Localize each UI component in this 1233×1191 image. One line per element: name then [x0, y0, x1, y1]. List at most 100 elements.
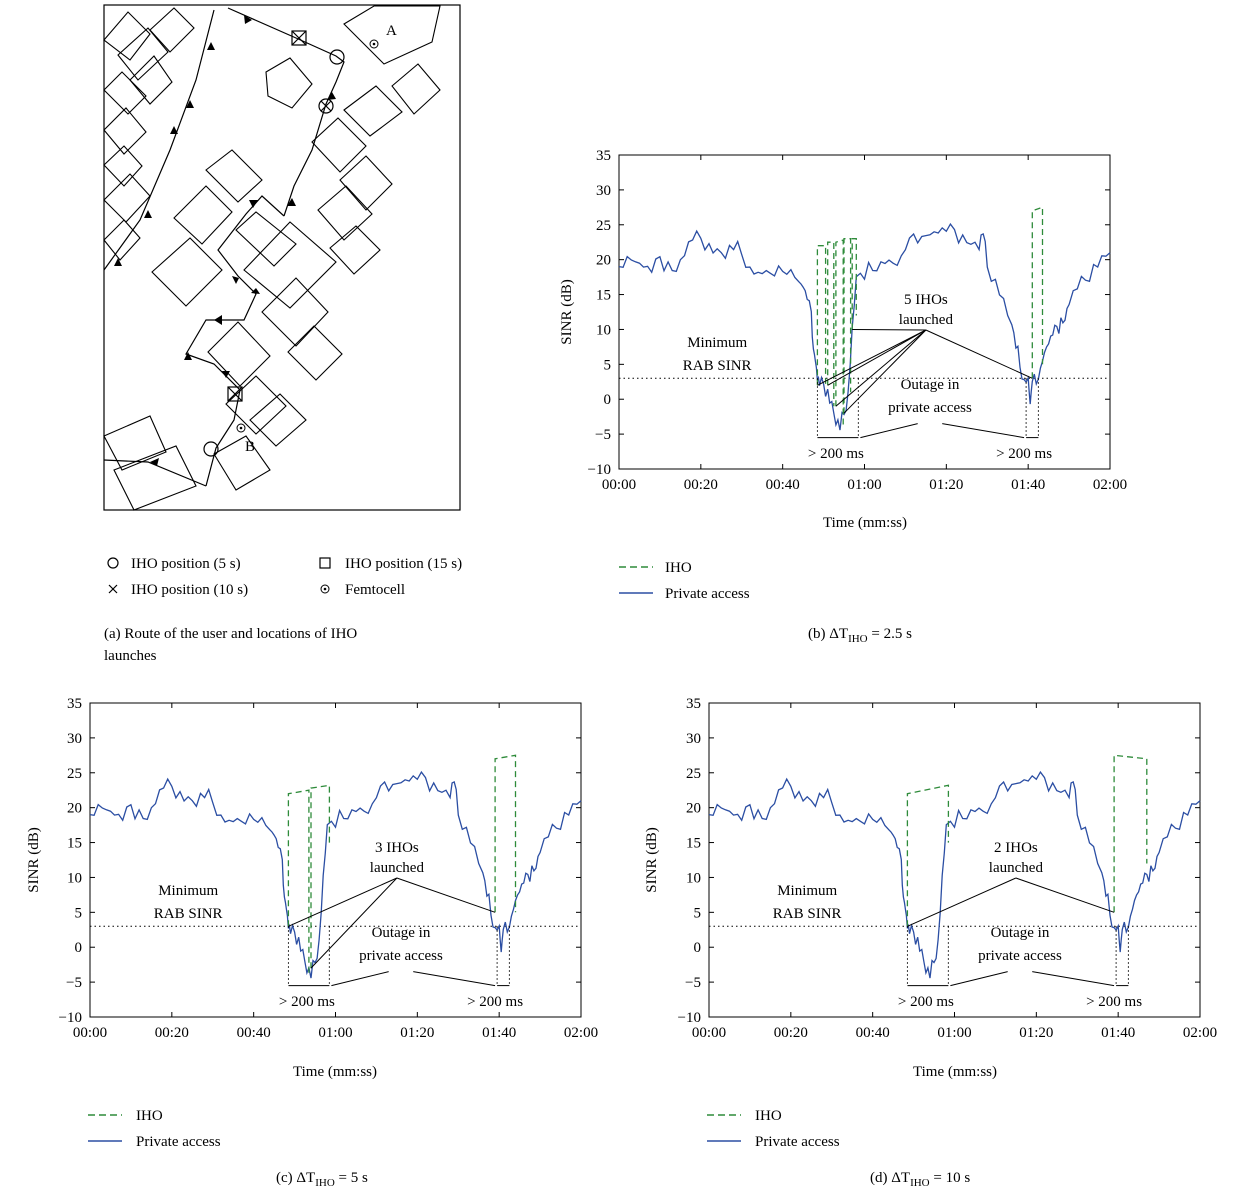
y-tick-label: 5 — [75, 905, 83, 921]
annotation-outage: private access — [978, 948, 1062, 964]
x-tick-label: 01:00 — [847, 477, 881, 493]
y-tick-label: 25 — [686, 766, 701, 782]
legend-label: IHO position (10 s) — [131, 582, 248, 598]
panel-c: −10 −5 0 5 10 15 20 25 30 35 00:00 00:20 00:40 01:00… — [26, 696, 598, 1189]
annotation-arrow — [942, 423, 1025, 439]
y-axis-label: SINR (dB) — [644, 827, 660, 892]
annotation-outage: private access — [888, 400, 972, 416]
iho-square-marker — [227, 386, 243, 402]
annotation-arrow — [827, 329, 927, 386]
annotation-outage: Outage in — [991, 925, 1050, 941]
annotation-gap: > 200 ms — [1086, 994, 1142, 1010]
annotation-gap: > 200 ms — [808, 446, 864, 462]
annotations: 5 IHOs launched Minimum RAB SINR Outage in pr… — [683, 292, 1052, 462]
annotation-launch: 5 IHOs — [904, 292, 948, 308]
series-private-access — [618, 222, 1111, 431]
series-iho-segment — [827, 241, 835, 407]
y-tick-label: 10 — [67, 870, 82, 886]
series-iho-segment — [494, 754, 517, 913]
y-tick-label: 35 — [596, 148, 611, 164]
x-tick-label: 00:20 — [774, 1025, 808, 1041]
annotation-arrow — [396, 877, 496, 913]
x-tick-label: 02:00 — [564, 1025, 598, 1041]
map-legend: IHO position (5 s) IHO position (15 s) I… — [107, 556, 462, 598]
legend-label: Femtocell — [345, 582, 405, 598]
x-tick-label: 01:40 — [1011, 477, 1045, 493]
annotation-arrow — [817, 329, 927, 386]
annotations: 2 IHOs launched Minimum RAB SINR Outage in pr… — [773, 840, 1142, 1010]
caption-subscript: IHO — [848, 633, 868, 645]
annotation-min-rab: Minimum — [777, 883, 837, 899]
series-iho-segment — [1113, 754, 1148, 913]
x-tick-label: 00:40 — [766, 477, 800, 493]
annotations: 3 IHOs launched Minimum RAB SINR Outage in pr… — [154, 840, 523, 1010]
annotation-min-rab: RAB SINR — [773, 906, 842, 922]
caption-text: (c) ΔT — [276, 1170, 315, 1186]
iho-circle-marker — [203, 441, 219, 457]
caption-text: = 5 s — [335, 1170, 368, 1186]
annotation-min-rab: Minimum — [687, 335, 747, 351]
annotation-arrow — [852, 328, 926, 331]
annotation-launch: launched — [989, 860, 1044, 876]
series-iho-segment — [851, 238, 857, 330]
caption-text: (b) ΔT — [808, 626, 848, 642]
y-axis-ticks: −10 −5 0 5 10 15 20 25 30 35 — [588, 148, 1110, 478]
x-tick-label: 02:00 — [1183, 1025, 1217, 1041]
plot-frame — [708, 702, 1201, 1018]
legend-cross-icon — [108, 584, 118, 594]
y-tick-label: −10 — [678, 1010, 701, 1026]
y-tick-label: 10 — [686, 870, 701, 886]
annotation-gap: > 200 ms — [467, 994, 523, 1010]
series-group — [708, 754, 1201, 979]
caption-text: (d) ΔT — [870, 1170, 910, 1186]
annotation-arrow — [925, 329, 1033, 379]
x-tick-label: 00:40 — [237, 1025, 271, 1041]
y-tick-label: 30 — [596, 183, 611, 199]
y-tick-label: 30 — [67, 731, 82, 747]
y-tick-label: −5 — [595, 427, 611, 443]
legend-label: IHO — [665, 560, 692, 576]
annotation-gap: > 200 ms — [996, 446, 1052, 462]
femtocells: A B — [236, 23, 397, 455]
series-iho-segment — [843, 238, 852, 414]
annotation-arrow — [907, 877, 1017, 927]
x-tick-label: 00:40 — [856, 1025, 890, 1041]
legend-circle-icon — [107, 557, 119, 569]
annotation-outage: Outage in — [372, 925, 431, 941]
y-tick-label: −10 — [588, 462, 611, 478]
series-group — [89, 754, 582, 979]
series-iho-segment — [1031, 206, 1044, 379]
annotation-arrow — [413, 971, 496, 987]
legend-label: Private access — [755, 1134, 840, 1150]
femtocell-label-b: B — [245, 439, 255, 455]
panel-b: −10 −5 0 5 10 15 20 25 30 35 00:00 00:20 00:40 01:00… — [559, 148, 1127, 645]
legend-label: IHO position (5 s) — [131, 556, 241, 572]
series-private-access — [708, 770, 1201, 979]
y-tick-label: 5 — [604, 357, 612, 373]
annotation-launch: 2 IHOs — [994, 840, 1038, 856]
caption-subscript: IHO — [315, 1177, 335, 1189]
legend: IHO Private access — [619, 560, 750, 602]
y-tick-label: 10 — [596, 322, 611, 338]
caption-subscript: IHO — [910, 1177, 930, 1189]
caption-a-line: (a) Route of the user and locations of I… — [104, 626, 357, 642]
annotation-min-rab: RAB SINR — [154, 906, 223, 922]
x-tick-label: 01:40 — [1101, 1025, 1135, 1041]
x-tick-label: 00:00 — [73, 1025, 107, 1041]
annotation-arrow — [1015, 877, 1115, 913]
plot-frame — [89, 702, 582, 1018]
annotation-min-rab: Minimum — [158, 883, 218, 899]
legend-label: IHO position (15 s) — [345, 556, 462, 572]
y-tick-label: 15 — [67, 836, 82, 852]
annotation-arrow — [860, 423, 918, 439]
annotation-arrow — [288, 877, 398, 927]
x-axis-ticks: 00:00 00:20 00:40 01:00 01:20 01:40 02:00 — [602, 155, 1127, 493]
legend-label: IHO — [136, 1108, 163, 1124]
x-tick-label: 01:20 — [929, 477, 963, 493]
y-tick-label: 0 — [694, 940, 702, 956]
y-axis-ticks: −10 −5 0 5 10 15 20 25 30 35 — [59, 696, 581, 1026]
y-tick-label: 15 — [596, 288, 611, 304]
legend-label: IHO — [755, 1108, 782, 1124]
x-axis-ticks: 00:00 00:20 00:40 01:00 01:20 01:40 02:00 — [692, 703, 1217, 1041]
